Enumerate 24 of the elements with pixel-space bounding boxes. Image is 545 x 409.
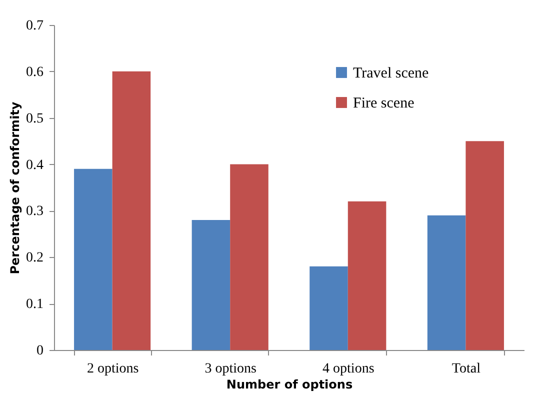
bar (310, 266, 348, 350)
y-tick-label: 0.3 (26, 204, 44, 220)
bar (348, 201, 386, 350)
y-tick-label: 0.4 (26, 158, 44, 173)
y-tick-label: 0.1 (26, 297, 44, 312)
bar (74, 168, 112, 350)
legend-label: Fire scene (353, 96, 415, 112)
y-tick-label: 0.7 (26, 18, 44, 34)
y-tick-label: 0.2 (26, 250, 44, 266)
bar (230, 164, 268, 350)
bar (192, 220, 230, 350)
x-axis-title: Number of options (226, 378, 353, 392)
bar (427, 215, 466, 350)
legend-label: Travel scene (353, 66, 430, 82)
y-tick-label: 0.5 (26, 111, 44, 126)
bar (112, 71, 151, 350)
y-tick-label: 0.6 (26, 64, 44, 80)
x-tick-label: Total (452, 362, 481, 376)
x-tick-label: 2 options (86, 362, 139, 376)
x-tick-label: 4 options (322, 362, 374, 376)
y-axis-title: Percentage of conformity (8, 102, 22, 274)
x-tick-label: 3 options (204, 362, 256, 376)
bar (466, 141, 504, 350)
y-tick-label: 0 (36, 344, 44, 358)
